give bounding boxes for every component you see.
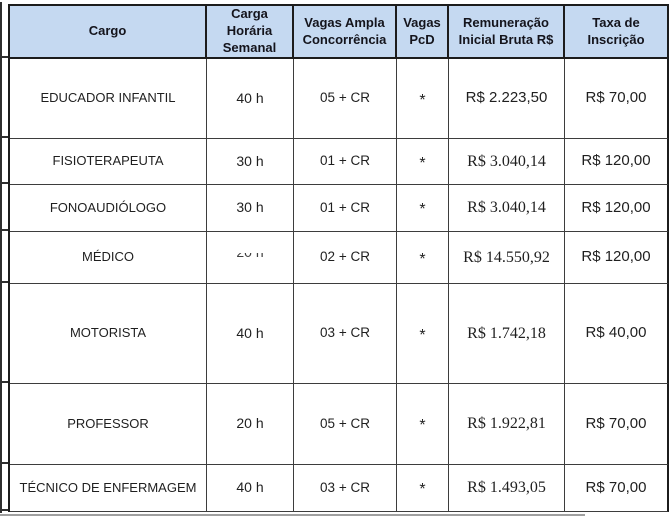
- header-vagas-pcd: Vagas PcD: [397, 6, 449, 59]
- scan-artifact-left-line: [0, 2, 2, 513]
- cell-cargo: FONOAUDIÓLOGO: [10, 185, 207, 232]
- cell-cargo: TÉCNICO DE ENFERMAGEM: [10, 465, 207, 512]
- cell-vagas-ampla: 02 + CR: [294, 232, 397, 284]
- cell-carga-horaria: 40 h: [207, 59, 294, 139]
- cell-taxa: R$ 70,00: [565, 59, 669, 139]
- header-carga-horaria-semanal: Carga Horária Semanal: [207, 6, 294, 59]
- cell-vagas-ampla: 05 + CR: [294, 384, 397, 465]
- cell-carga-horaria: 20 h: [207, 384, 294, 465]
- scan-artifact-tick: [0, 381, 9, 383]
- cell-cargo: PROFESSOR: [10, 384, 207, 465]
- cell-vagas-pcd: *: [397, 465, 449, 512]
- cell-vagas-ampla: 03 + CR: [294, 465, 397, 512]
- scan-artifact-tick: [0, 281, 9, 283]
- cell-vagas-pcd: *: [397, 284, 449, 384]
- scan-artifact-tick: [0, 509, 9, 511]
- cell-vagas-ampla: 05 + CR: [294, 59, 397, 139]
- scan-artifact-tick: [0, 229, 9, 231]
- cell-carga-horaria: 40 h: [207, 465, 294, 512]
- cell-vagas-pcd: *: [397, 185, 449, 232]
- cell-taxa: R$ 40,00: [565, 284, 669, 384]
- cell-vagas-pcd: *: [397, 384, 449, 465]
- cell-taxa: R$ 120,00: [565, 139, 669, 185]
- vacancies-table: Cargo Carga Horária Semanal Vagas Ampla …: [8, 4, 669, 512]
- scan-artifact-tick: [0, 56, 9, 58]
- cell-vagas-pcd: *: [397, 232, 449, 284]
- cell-vagas-ampla: 01 + CR: [294, 139, 397, 185]
- cell-cargo: MOTORISTA: [10, 284, 207, 384]
- cell-remuneracao: R$ 2.223,50: [449, 59, 565, 139]
- scan-artifact-bottom-shadow: [0, 514, 585, 516]
- header-vagas-ampla-concorrencia: Vagas Ampla Concorrência: [294, 6, 397, 59]
- cell-cargo: EDUCADOR INFANTIL: [10, 59, 207, 139]
- cell-taxa: R$ 120,00: [565, 185, 669, 232]
- cell-carga-horaria: 40 h: [207, 284, 294, 384]
- cell-vagas-ampla: 03 + CR: [294, 284, 397, 384]
- clipped-text-box: 20 h: [236, 253, 263, 262]
- scan-artifact-tick: [0, 462, 9, 464]
- cell-vagas-pcd: *: [397, 59, 449, 139]
- cell-vagas-pcd: *: [397, 139, 449, 185]
- header-taxa-inscricao: Taxa de Inscrição: [565, 6, 669, 59]
- cell-taxa: R$ 70,00: [565, 384, 669, 465]
- cell-cargo: MÉDICO: [10, 232, 207, 284]
- cell-remuneracao: R$ 3.040,14: [449, 139, 565, 185]
- cell-remuneracao: R$ 3.040,14: [449, 185, 565, 232]
- cell-vagas-ampla: 01 + CR: [294, 185, 397, 232]
- cell-taxa: R$ 120,00: [565, 232, 669, 284]
- cell-remuneracao: R$ 14.550,92: [449, 232, 565, 284]
- header-cargo: Cargo: [10, 6, 207, 59]
- cell-cargo: FISIOTERAPEUTA: [10, 139, 207, 185]
- header-remuneracao-inicial-bruta: Remuneração Inicial Bruta R$: [449, 6, 565, 59]
- cell-remuneracao: R$ 1.922,81: [449, 384, 565, 465]
- cell-remuneracao: R$ 1.493,05: [449, 465, 565, 512]
- scan-artifact-tick: [0, 182, 9, 184]
- scan-artifact-tick: [0, 136, 9, 138]
- cell-taxa: R$ 70,00: [565, 465, 669, 512]
- cell-remuneracao: R$ 1.742,18: [449, 284, 565, 384]
- cell-carga-horaria: 30 h: [207, 185, 294, 232]
- cell-carga-horaria-clipped: 20 h: [207, 232, 294, 284]
- cell-carga-horaria: 30 h: [207, 139, 294, 185]
